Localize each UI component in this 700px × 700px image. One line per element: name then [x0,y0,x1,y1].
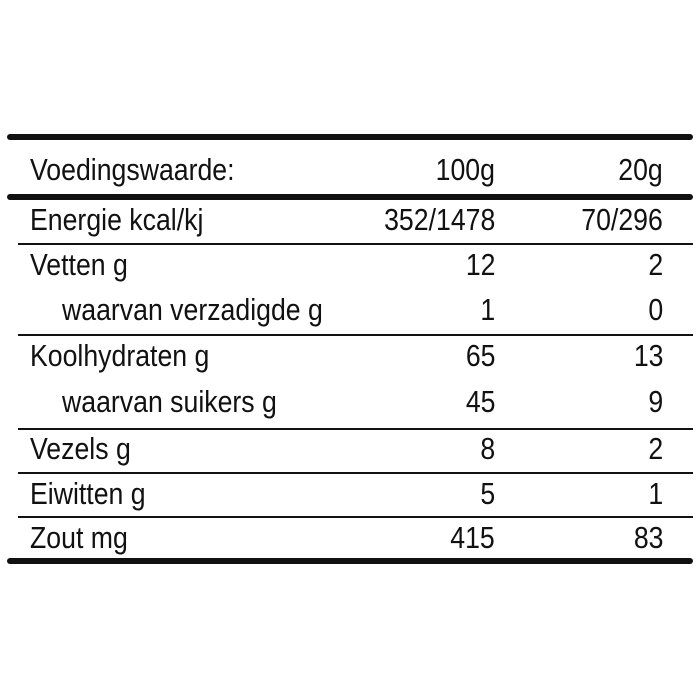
header-label: Voedingswaarde: [30,152,235,187]
header-rule [7,194,693,200]
table-row: Eiwitten g 5 1 [0,474,700,514]
divider [18,243,693,245]
row-col1: 415 [450,520,495,555]
row-label: Zout mg [30,520,128,555]
row-col2: 83 [633,520,663,555]
row-label: Vezels g [30,431,131,466]
table-row: waarvan verzadigde g 1 0 [0,290,700,330]
row-label: Koolhydraten g [30,338,210,373]
row-col2: 9 [648,384,663,419]
table-row: waarvan suikers g 45 9 [0,382,700,422]
header-row: Voedingswaarde: 100g 20g [0,150,700,190]
row-col2: 70/296 [581,202,663,237]
row-label: Energie kcal/kj [30,202,204,237]
row-col2: 1 [648,476,663,511]
divider [18,428,693,430]
bottom-rule [7,558,693,564]
row-col2: 2 [648,431,663,466]
row-label: waarvan verzadigde g [62,292,323,327]
table-row: Koolhydraten g 65 13 [0,336,700,376]
row-label: waarvan suikers g [62,384,277,419]
row-col1: 12 [465,247,495,282]
header-col2: 20g [618,152,663,187]
row-col1: 352/1478 [383,202,495,237]
table-row: Energie kcal/kj 352/1478 70/296 [0,200,700,240]
row-col2: 0 [648,292,663,327]
table-row: Vezels g 8 2 [0,429,700,469]
divider [18,516,693,518]
divider [18,472,693,474]
row-col1: 1 [480,292,495,327]
row-col2: 13 [633,338,663,373]
row-label: Vetten g [30,247,128,282]
row-col1: 65 [465,338,495,373]
row-col1: 45 [465,384,495,419]
header-col1: 100g [435,152,495,187]
table-row: Vetten g 12 2 [0,245,700,285]
row-col2: 2 [648,247,663,282]
row-col1: 5 [480,476,495,511]
table-row: Zout mg 415 83 [0,518,700,558]
top-rule [7,134,693,140]
divider [18,334,693,336]
row-col1: 8 [480,431,495,466]
row-label: Eiwitten g [30,476,146,511]
